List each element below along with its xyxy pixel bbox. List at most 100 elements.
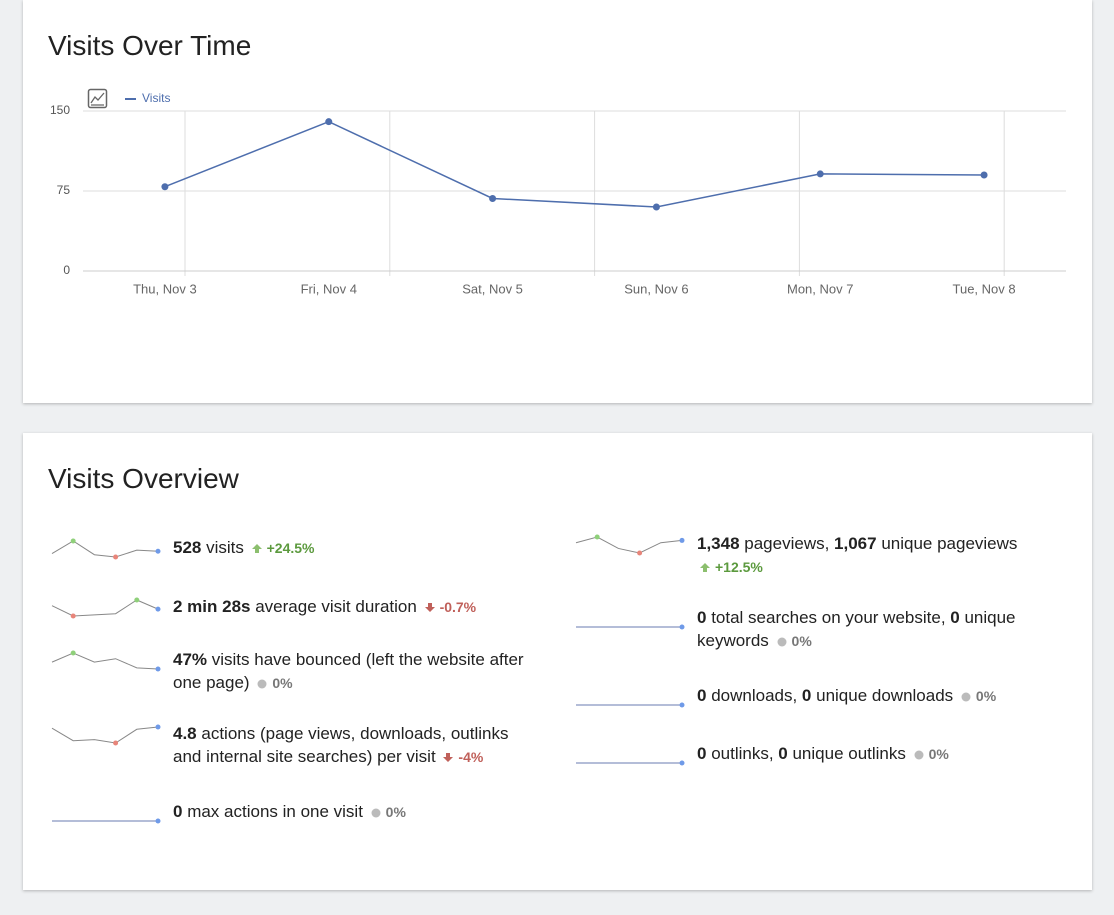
sparkline-min: [637, 550, 643, 556]
metric-text: 0: [950, 608, 960, 627]
change-value: +24.5%: [266, 540, 315, 556]
change-value: 0%: [975, 688, 997, 704]
change: +24.5%: [249, 540, 315, 556]
y-tick-label: 0: [63, 263, 70, 277]
data-point: [816, 170, 824, 178]
sparkline-line: [51, 540, 159, 558]
change-value: 0%: [928, 746, 949, 762]
legend-label: Visits: [142, 91, 170, 105]
change: +12.5%: [697, 559, 763, 575]
change-value: -4%: [458, 749, 484, 765]
x-tick-label: Fri, Nov 4: [301, 281, 357, 296]
overview-item: 0 downloads, 0 unique downloads 0%: [576, 684, 1032, 708]
sparkline: [575, 534, 685, 556]
sparkline-last: [679, 760, 685, 766]
trend-dot: [257, 679, 267, 689]
data-point: [325, 118, 333, 126]
sparkline-min: [113, 554, 119, 560]
metric-text: pageviews,: [739, 534, 835, 553]
y-tick-label: 150: [50, 103, 70, 117]
x-tick-label: Thu, Nov 3: [133, 281, 197, 296]
metric-text: 4.8: [173, 724, 197, 743]
change: 0%: [958, 688, 996, 704]
sparkline: [576, 624, 685, 630]
sparkline-last: [155, 606, 161, 612]
trend-icon: [961, 692, 971, 702]
trend-icon: [914, 750, 924, 760]
overview-item: 4.8 actions (page views, downloads, outl…: [51, 722, 535, 769]
overview-item: 0 outlinks, 0 unique outlinks 0%: [576, 742, 1032, 766]
change: 0%: [254, 675, 293, 691]
data-point: [161, 183, 169, 191]
metric-text: outlinks,: [706, 744, 779, 763]
metric-text: 0: [697, 686, 707, 705]
change: 0%: [774, 633, 812, 649]
trend-dot: [777, 637, 787, 647]
trend-icon: [424, 603, 435, 612]
sparkline-line: [51, 652, 159, 670]
trend-dot: [914, 750, 924, 760]
overview-item: 528 visits +24.5%: [51, 536, 535, 560]
sparkline: [52, 818, 161, 824]
sparkline-max: [594, 534, 600, 540]
metric-text: downloads,: [706, 686, 802, 705]
sparkline-max: [70, 538, 76, 544]
x-tick-label: Sat, Nov 5: [462, 281, 523, 296]
metric-text: 0: [173, 802, 183, 821]
sparkline-last: [155, 724, 161, 730]
chart-type-icon[interactable]: [87, 88, 108, 109]
trend-dot: [371, 808, 381, 818]
metric-text: unique outlinks: [787, 744, 906, 763]
metric-text: 1,348: [697, 534, 740, 553]
metric-text: 2 min 28s: [173, 597, 251, 616]
sparkline-last: [155, 818, 161, 824]
data-point: [489, 194, 497, 202]
trend-arrow: [424, 603, 435, 612]
metric-text: average visit duration: [250, 597, 417, 616]
metric-text: 0: [697, 608, 707, 627]
x-tick-label: Mon, Nov 7: [787, 281, 853, 296]
overview-item: 0 max actions in one visit 0%: [52, 800, 535, 824]
trend-arrow: [700, 563, 710, 572]
overview-item: 0 total searches on your website, 0 uniq…: [576, 606, 1032, 653]
trend-icon: [443, 753, 454, 762]
sparkline-last: [155, 666, 161, 672]
metric-text: unique pageviews: [876, 534, 1018, 553]
change: -0.7%: [422, 599, 477, 615]
data-point: [980, 171, 988, 179]
change-value: -0.7%: [439, 599, 477, 615]
metric-text: 47%: [173, 650, 208, 669]
change-value: +12.5%: [715, 559, 763, 575]
chart-title: Visits Over Time: [48, 30, 252, 61]
change-value: 0%: [385, 804, 406, 820]
change: -4%: [440, 749, 483, 765]
metric-text: 1,067: [834, 534, 877, 553]
sparkline-line: [51, 726, 159, 744]
trend-icon: [251, 544, 262, 553]
metric-text: 0: [778, 744, 788, 763]
sparkline-max: [70, 650, 76, 656]
trend-icon: [777, 637, 787, 647]
metric-text: unique downloads: [811, 686, 954, 705]
trend-icon: [371, 808, 381, 818]
change-value: 0%: [272, 675, 293, 691]
metric-text: 528: [173, 538, 202, 557]
sparkline-line: [51, 599, 159, 617]
trend-icon: [257, 679, 267, 689]
x-tick-label: Sun, Nov 6: [624, 281, 688, 296]
trend-arrow: [251, 544, 262, 553]
sparkline-last: [679, 702, 685, 708]
sparkline-min: [70, 613, 76, 619]
sparkline-min: [113, 740, 119, 746]
overview-item: 1,348 pageviews, 1,067 unique pageviews …: [575, 532, 1032, 579]
y-tick-label: 75: [57, 183, 71, 197]
sparkline-last: [679, 537, 685, 543]
sparkline-last: [155, 548, 161, 554]
change: 0%: [368, 804, 406, 820]
series-line: [164, 120, 985, 208]
metric-text: visits: [201, 538, 244, 557]
sparkline: [576, 760, 685, 766]
change: 0%: [911, 746, 949, 762]
data-point: [652, 203, 660, 211]
